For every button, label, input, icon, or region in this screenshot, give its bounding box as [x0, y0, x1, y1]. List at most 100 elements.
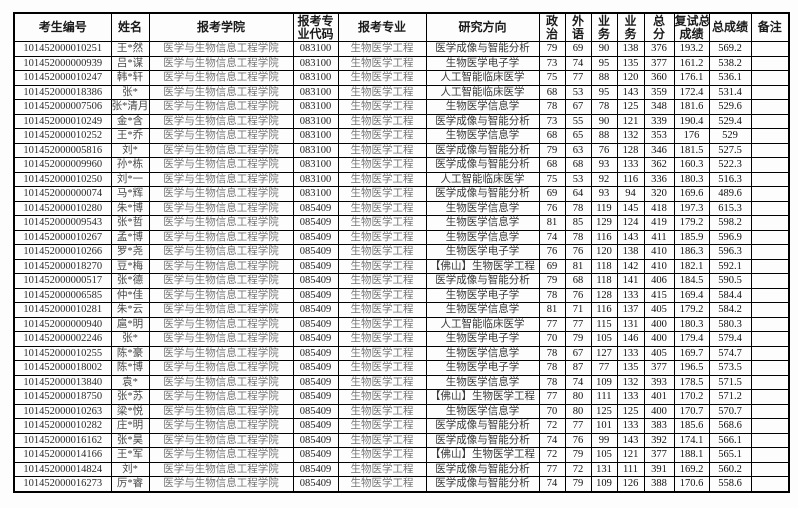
cell-retest-total-score: 184.5: [673, 273, 710, 289]
cell-research-direction: 医学成像与智能分析: [425, 157, 540, 173]
cell-final-score: 596.9: [708, 229, 752, 245]
cell-major: 生物医学工程: [337, 70, 427, 86]
cell-major-course-1: 125: [590, 403, 618, 419]
cell-college: 医学与生物信息工程学院: [148, 99, 294, 115]
cell-major: 生物医学工程: [337, 244, 427, 260]
cell-final-score: 558.6: [708, 476, 752, 492]
cell-major-code: 085409: [292, 447, 339, 463]
cell-candidate-id: 101452000010255: [13, 345, 112, 361]
cell-major-course-1: 118: [590, 258, 618, 274]
cell-name: 扈*明: [110, 316, 150, 332]
table-body: 101452000010251 王*然 医学与生物信息工程学院 083100 生物医学工…: [13, 41, 790, 492]
cell-retest-total-score: 178.5: [673, 374, 710, 390]
cell-remarks: [750, 447, 790, 463]
cell-major-course-2: 125: [616, 99, 645, 115]
cell-retest-total-score: 193.2: [673, 41, 710, 57]
cell-remarks: [750, 476, 790, 492]
cell-major: 生物医学工程: [337, 157, 427, 173]
cell-major-course-2: 126: [616, 476, 645, 492]
cell-major-code: 083100: [292, 84, 339, 100]
cell-politics: 78: [538, 374, 566, 390]
cell-politics: 76: [538, 244, 566, 260]
cell-college: 医学与生物信息工程学院: [148, 229, 294, 245]
cell-foreign-language: 74: [564, 55, 592, 71]
cell-foreign-language: 55: [564, 113, 592, 129]
cell-major-course-1: 115: [590, 316, 618, 332]
cell-major-code: 085409: [292, 331, 339, 347]
cell-research-direction: 医学成像与智能分析: [425, 186, 540, 202]
cell-remarks: [750, 360, 790, 376]
cell-politics: 72: [538, 447, 566, 463]
cell-major-code: 085409: [292, 229, 339, 245]
cell-politics: 78: [538, 99, 566, 115]
table-row: 101452000000940 扈*明 医学与生物信息工程学院 085409 生物医学工…: [13, 316, 790, 332]
cell-retest-total-score: 185.6: [673, 418, 710, 434]
cell-name: 孟*博: [110, 229, 150, 245]
cell-retest-total-score: 169.2: [673, 461, 710, 477]
cell-college: 医学与生物信息工程学院: [148, 142, 294, 158]
cell-politics: 78: [538, 360, 566, 376]
cell-major-course-1: 99: [590, 432, 618, 448]
cell-total-score: 348: [643, 99, 675, 115]
cell-foreign-language: 80: [564, 403, 592, 419]
cell-final-score: 538.2: [708, 55, 752, 71]
cell-major-code: 085409: [292, 215, 339, 231]
cell-major-course-2: 145: [616, 200, 645, 216]
cell-total-score: 401: [643, 389, 675, 405]
cell-remarks: [750, 345, 790, 361]
cell-college: 医学与生物信息工程学院: [148, 186, 294, 202]
cell-final-score: 573.5: [708, 360, 752, 376]
cell-foreign-language: 68: [564, 273, 592, 289]
table-row: 101452000002246 张* 医学与生物信息工程学院 085409 生物医学工程…: [13, 331, 790, 347]
cell-research-direction: 【佛山】生物医学工程: [425, 447, 540, 463]
cell-name: 刘*一: [110, 171, 150, 187]
cell-major-code: 085409: [292, 432, 339, 448]
cell-major-course-1: 95: [590, 55, 618, 71]
cell-retest-total-score: 197.3: [673, 200, 710, 216]
cell-politics: 79: [538, 41, 566, 57]
cell-major-code: 083100: [292, 70, 339, 86]
cell-research-direction: 生物医学电子学: [425, 331, 540, 347]
cell-retest-total-score: 174.1: [673, 432, 710, 448]
cell-total-score: 388: [643, 476, 675, 492]
cell-research-direction: 生物医学信息学: [425, 99, 540, 115]
column-header-retest-total-score: 复试总 成绩: [673, 12, 710, 42]
cell-candidate-id: 101452000010251: [13, 41, 112, 57]
cell-politics: 76: [538, 200, 566, 216]
cell-name: 刘*: [110, 461, 150, 477]
cell-college: 医学与生物信息工程学院: [148, 258, 294, 274]
cell-major: 生物医学工程: [337, 331, 427, 347]
cell-major-code: 085409: [292, 345, 339, 361]
cell-major-code: 083100: [292, 157, 339, 173]
cell-total-score: 415: [643, 287, 675, 303]
cell-remarks: [750, 84, 790, 100]
cell-research-direction: 生物医学电子学: [425, 244, 540, 260]
cell-final-score: 527.5: [708, 142, 752, 158]
cell-retest-total-score: 160.3: [673, 157, 710, 173]
cell-major: 生物医学工程: [337, 273, 427, 289]
cell-major-course-1: 90: [590, 113, 618, 129]
cell-major: 生物医学工程: [337, 302, 427, 318]
cell-name: 张*苏: [110, 389, 150, 405]
cell-candidate-id: 101452000002246: [13, 331, 112, 347]
cell-remarks: [750, 461, 790, 477]
table-row: 101452000007506 张*清月 医学与生物信息工程学院 083100 生物医学…: [13, 99, 790, 115]
cell-major-course-2: 133: [616, 389, 645, 405]
cell-candidate-id: 101452000010247: [13, 70, 112, 86]
cell-retest-total-score: 181.6: [673, 99, 710, 115]
cell-major-code: 083100: [292, 171, 339, 187]
cell-major-code: 085409: [292, 403, 339, 419]
cell-foreign-language: 76: [564, 244, 592, 260]
cell-total-score: 320: [643, 186, 675, 202]
cell-college: 医学与生物信息工程学院: [148, 331, 294, 347]
cell-retest-total-score: 169.6: [673, 186, 710, 202]
table-row: 101452000018386 张* 医学与生物信息工程学院 083100 生物医学工程…: [13, 84, 790, 100]
cell-college: 医学与生物信息工程学院: [148, 157, 294, 173]
cell-candidate-id: 101452000000517: [13, 273, 112, 289]
cell-major: 生物医学工程: [337, 345, 427, 361]
cell-politics: 72: [538, 418, 566, 434]
cell-retest-total-score: 180.3: [673, 316, 710, 332]
score-table: 考生编号 姓名 报考学院 报考专 业代码 报考专业 研究方向政治外语业务业务总分复试总 成绩总…: [13, 12, 790, 493]
cell-foreign-language: 78: [564, 229, 592, 245]
